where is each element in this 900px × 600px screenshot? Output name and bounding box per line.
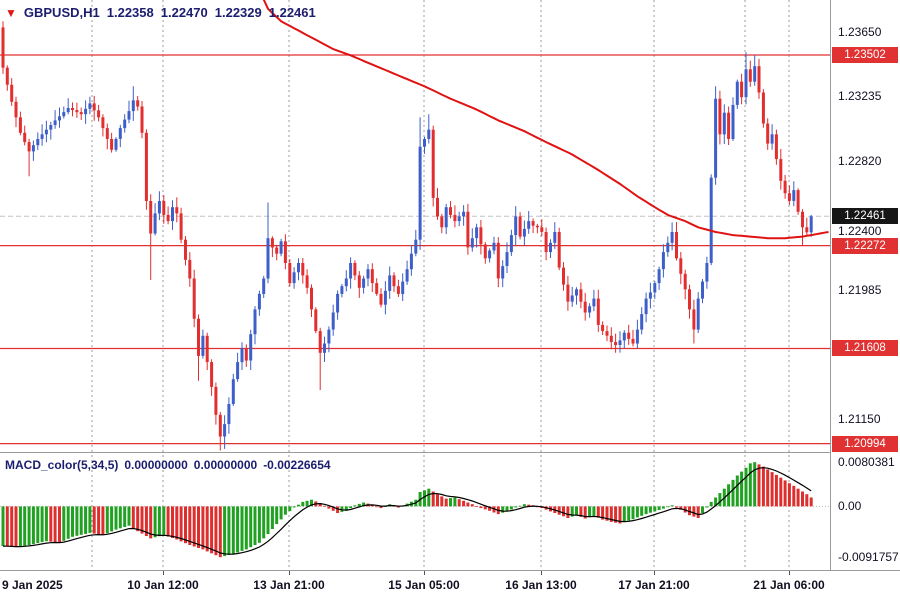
macd-value-3: -0.00226654	[263, 458, 331, 472]
candles-series	[1, 21, 813, 451]
time-axis-tick	[163, 571, 164, 575]
time-axis-label: 9 Jan 2025	[2, 578, 63, 592]
time-axis-tick	[424, 571, 425, 575]
price-axis-label: 1.22820	[838, 153, 882, 168]
axis-separator	[0, 570, 900, 571]
price-level-badge: 1.21608	[832, 340, 898, 357]
ohlc-open: 1.22358	[106, 5, 154, 20]
time-axis-label: 15 Jan 05:00	[388, 578, 460, 592]
macd-indicator-name: MACD_color(5,34,5)	[5, 458, 119, 472]
macd-histogram	[1, 462, 813, 558]
panel-separator[interactable]	[0, 452, 900, 453]
symbol-ohlc-header: ▼ GBPUSD,H1 1.22358 1.22470 1.22329 1.22461	[5, 5, 323, 20]
ma-line	[262, 0, 829, 240]
time-axis-tick	[789, 571, 790, 575]
ohlc-close: 1.22461	[268, 5, 316, 20]
macd-indicator-header: MACD_color(5,34,5) 0.00000000 0.00000000 -0…	[5, 458, 337, 472]
symbol-name: GBPUSD,H1	[23, 5, 100, 20]
macd-value-2: 0.00000000	[193, 458, 258, 472]
macd-axis-label: 0.0080381	[838, 455, 895, 469]
macd-panel-canvas[interactable]	[0, 455, 830, 570]
price-chart-canvas[interactable]	[0, 0, 830, 452]
price-level-badge: 1.23502	[832, 47, 898, 63]
ohlc-low: 1.22329	[214, 5, 262, 20]
time-gridlines	[91, 455, 790, 570]
price-axis-label: 1.23650	[838, 25, 882, 40]
time-axis-label: 13 Jan 21:00	[253, 578, 325, 592]
time-axis-tick	[654, 571, 655, 575]
macd-value-1: 0.00000000	[124, 458, 188, 472]
price-axis-label: 1.22400	[838, 223, 882, 238]
price-axis-label: 1.21150	[838, 412, 881, 427]
price-axis[interactable]: 1.23650 1.23235 1.22820 1.22400 1.21985 1.211…	[830, 0, 900, 570]
ohlc-high: 1.22470	[160, 5, 208, 20]
macd-axis-label: 0.00	[838, 499, 862, 514]
price-level-badge: 1.22272	[832, 237, 898, 254]
time-axis-label: 21 Jan 06:00	[753, 578, 825, 592]
current-price-badge: 1.22461	[832, 208, 898, 225]
time-axis-tick	[541, 571, 542, 575]
time-gridlines	[91, 0, 790, 452]
macd-signal-line	[2, 467, 812, 555]
time-axis-label: 10 Jan 12:00	[127, 578, 199, 592]
price-axis-label: 1.23235	[838, 89, 882, 104]
time-axis[interactable]: 9 Jan 2025 10 Jan 12:00 13 Jan 21:00 15 Jan…	[0, 571, 900, 600]
time-axis-label: 17 Jan 21:00	[618, 578, 690, 592]
time-axis-tick	[289, 571, 290, 575]
macd-axis-label: -0.0091757	[838, 550, 899, 564]
price-axis-label: 1.21985	[838, 283, 882, 298]
time-axis-label: 16 Jan 13:00	[505, 578, 577, 592]
price-level-badge: 1.20994	[832, 435, 898, 452]
symbol-marker-icon: ▼	[5, 6, 17, 20]
